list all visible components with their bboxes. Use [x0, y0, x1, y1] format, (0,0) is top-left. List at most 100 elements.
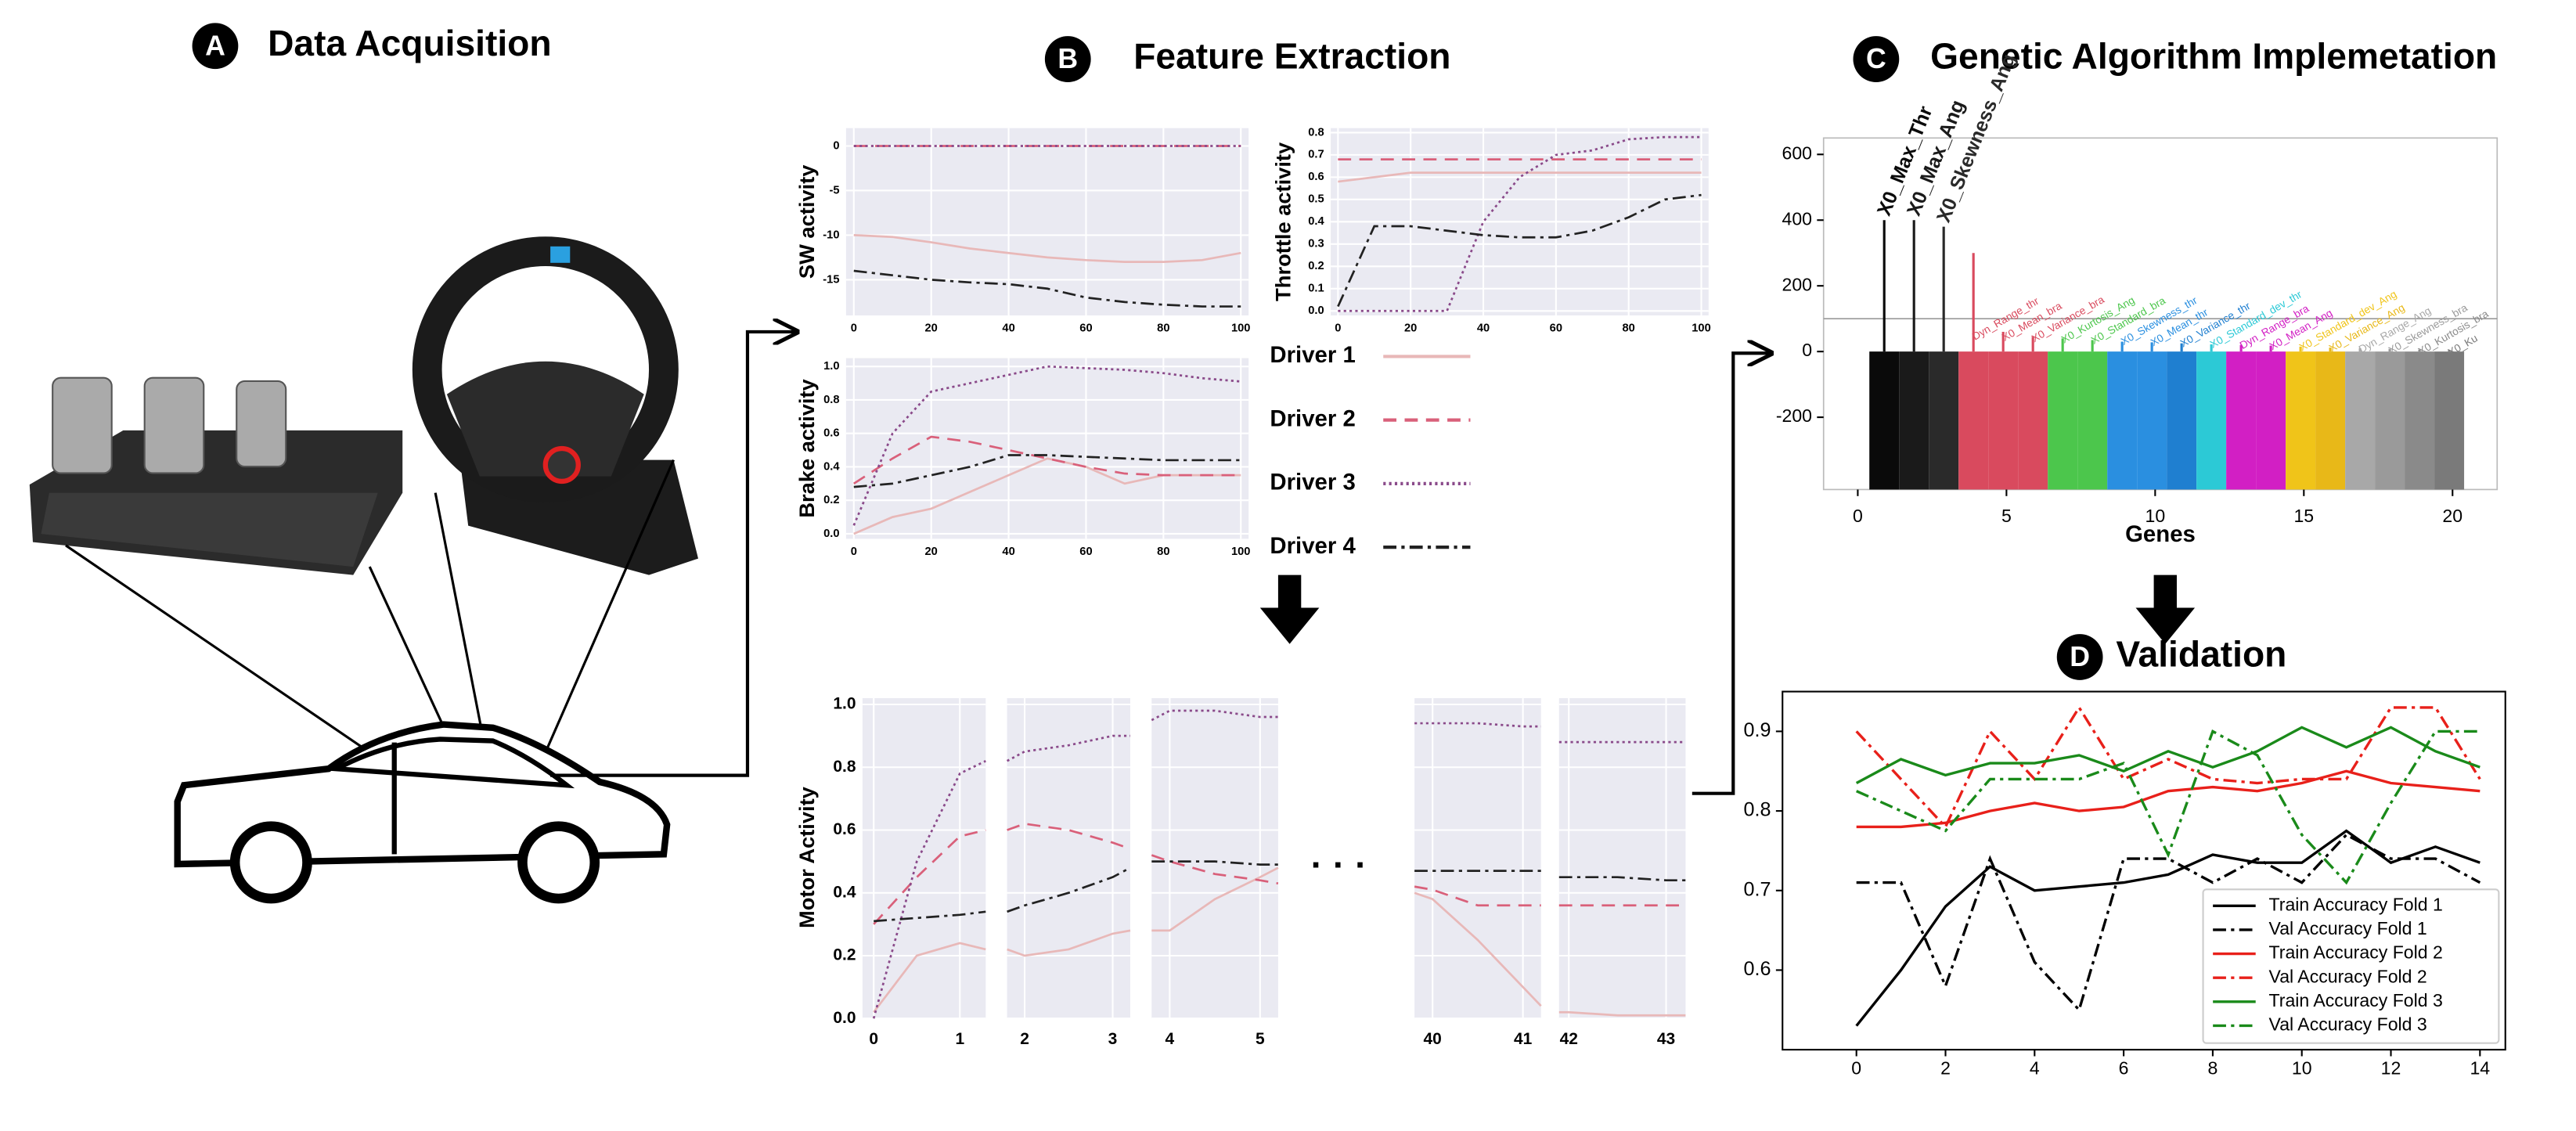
down-arrow [2135, 575, 2196, 644]
x-tick-label: 12 [2381, 1057, 2401, 1078]
gene-block [2256, 351, 2286, 490]
series-line [1558, 1010, 1686, 1017]
legend-label: Driver 4 [1270, 533, 1356, 559]
gene-block [2434, 351, 2465, 490]
series-line [1855, 704, 2481, 830]
series-line [1151, 866, 1279, 932]
y-tick-label: 600 [1782, 142, 1813, 163]
series-line [873, 942, 986, 1014]
series-line [1007, 929, 1131, 957]
x-tick-label: 14 [2470, 1057, 2490, 1078]
wheel-button [542, 445, 581, 484]
ellipsis: · · · [1311, 844, 1367, 884]
plot-area [1414, 697, 1541, 1019]
y-tick-label: 0 [1802, 340, 1812, 360]
y-tick-label: 0 [833, 139, 839, 152]
y-tick-label: -10 [823, 229, 839, 241]
gene-block [1958, 351, 1989, 490]
series-line [1414, 722, 1541, 728]
y-tick-label: 0.1 [1308, 283, 1324, 295]
panel-title: Data Acquisition [268, 23, 551, 63]
legend-label: Val Accuracy Fold 2 [2269, 966, 2427, 986]
badge-letter: B [1057, 43, 1078, 74]
series-line [1151, 854, 1279, 885]
legend-label: Train Accuracy Fold 1 [2269, 894, 2443, 914]
x-tick-label: 41 [1514, 1030, 1533, 1048]
x-tick-label: 0 [851, 322, 857, 335]
gene-block [2196, 351, 2227, 490]
y-axis-label: Motor Activity [794, 786, 819, 928]
x-tick-label: 100 [1231, 546, 1251, 558]
x-tick-label: 20 [1404, 322, 1417, 335]
legend-label: Driver 2 [1270, 405, 1355, 431]
x-tick-label: 20 [925, 322, 938, 335]
steering-wheel [412, 236, 679, 503]
gene-block [2375, 351, 2405, 490]
x-tick-label: 42 [1560, 1030, 1578, 1048]
series-line [1856, 833, 2481, 1013]
x-tick-label: 100 [1231, 322, 1251, 335]
x-tick-label: 80 [1157, 546, 1169, 558]
series-line [1007, 823, 1131, 850]
badge-letter: D [2070, 641, 2090, 672]
x-tick-label: 5 [1256, 1030, 1265, 1048]
x-tick-label: 0 [1853, 506, 1863, 526]
series-line [874, 910, 986, 923]
series-line [872, 760, 986, 1019]
legend-label: Train Accuracy Fold 2 [2269, 942, 2443, 963]
series-line [1558, 876, 1686, 882]
y-tick-label: 0.5 [1308, 193, 1324, 206]
badge [2056, 634, 2103, 680]
x-tick-label: 2 [1940, 1057, 1951, 1078]
gene-block [2107, 351, 2138, 490]
car-window [328, 737, 575, 789]
y-tick-label: 0.2 [823, 494, 839, 506]
y-tick-label: 0.4 [1308, 215, 1324, 228]
legend-label: Driver 1 [1270, 342, 1355, 368]
y-tick-label: 0.8 [823, 394, 839, 406]
gene-block [2137, 351, 2167, 490]
down-arrow [1259, 575, 1320, 644]
x-tick-label: 60 [1079, 546, 1092, 558]
wheel-hub [446, 361, 644, 477]
gene-block [2018, 351, 2048, 490]
panel-title: Feature Extraction [1133, 36, 1450, 77]
series-line [1414, 891, 1542, 1007]
plot-area [1151, 697, 1278, 1019]
plot-area [1558, 697, 1686, 1019]
y-tick-label: 0.9 [1744, 719, 1771, 741]
x-tick-label: 80 [1157, 322, 1169, 335]
y-tick-label: -15 [823, 273, 839, 286]
legend-label: Driver 3 [1270, 470, 1355, 495]
panel-title: Validation [2116, 634, 2286, 675]
car-wheel [517, 821, 600, 904]
gene-block [2405, 351, 2435, 490]
plot-area [862, 697, 986, 1019]
legend-box [2202, 888, 2500, 1044]
x-tick-label: 6 [2119, 1057, 2129, 1078]
y-tick-label: 0.0 [1308, 304, 1324, 317]
x-tick-label: 4 [1166, 1030, 1175, 1048]
x-tick-label: 20 [2442, 506, 2463, 526]
y-tick-label: 1.0 [823, 360, 839, 373]
series-line [1856, 729, 2481, 885]
x-tick-label: 40 [1002, 546, 1014, 558]
y-axis-label: Brake activity [794, 378, 819, 517]
x-tick-label: 43 [1657, 1030, 1675, 1048]
gene-block [2286, 351, 2316, 490]
plot-area [845, 128, 1249, 315]
y-tick-label: 0.6 [833, 820, 856, 838]
y-axis-label: SW activity [794, 164, 819, 279]
pedal-tray [41, 492, 378, 567]
arrow [550, 332, 797, 777]
gene-block [2345, 351, 2376, 490]
gene-block [1869, 351, 1900, 490]
badge-letter: A [205, 30, 225, 61]
wheel-marker [550, 246, 571, 263]
series-line [853, 269, 1241, 308]
series-line [1414, 885, 1541, 907]
series-line [853, 457, 1241, 535]
x-tick-label: 0 [1335, 322, 1341, 335]
gene-block [1988, 351, 2019, 490]
